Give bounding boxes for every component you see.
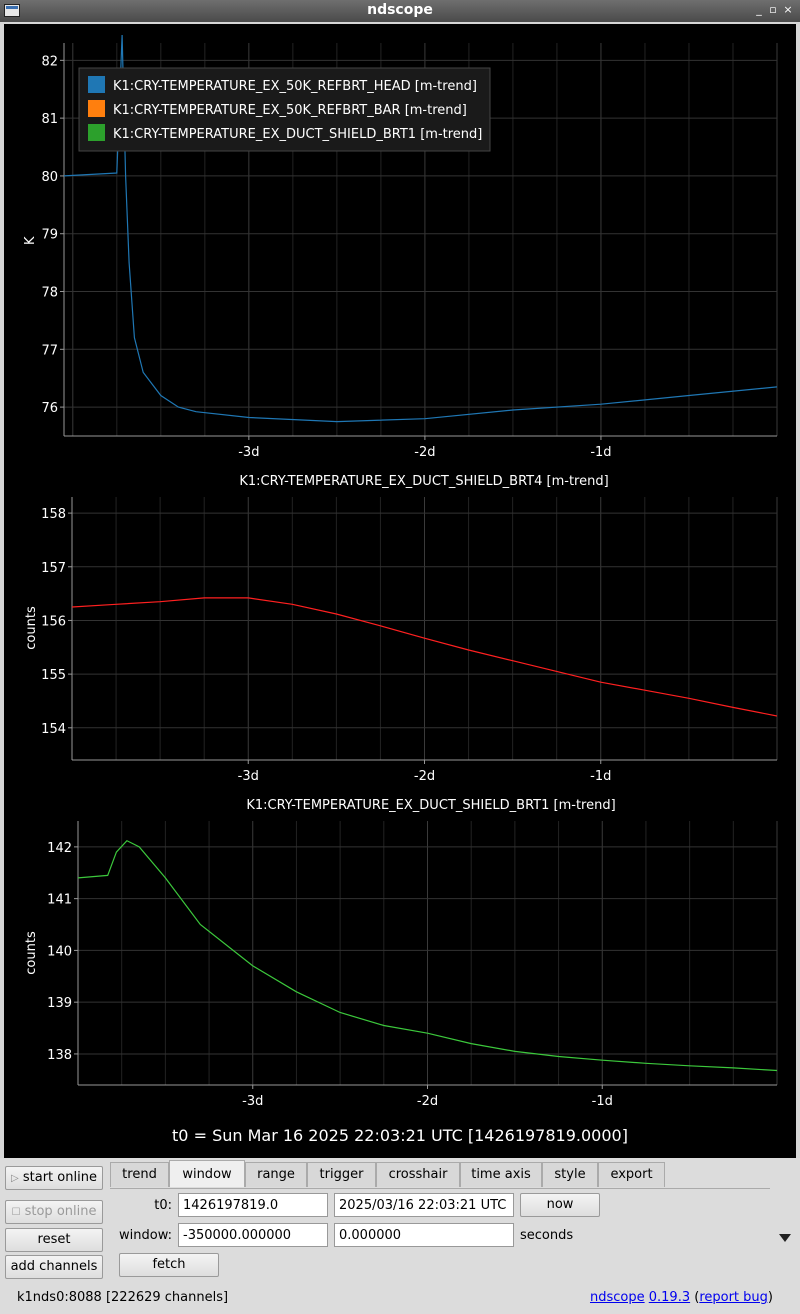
plot1-xtick-label: -3d [238,445,259,460]
plot-brt1[interactable]: K1:CRY-TEMPERATURE_EX_DUCT_SHIELD_BRT1 [… [24,798,778,1109]
legend-item-head[interactable]: K1:CRY-TEMPERATURE_EX_50K_REFBRT_HEAD [m… [113,79,477,94]
plot2-title: K1:CRY-TEMPERATURE_EX_DUCT_SHIELD_BRT4 [… [239,474,608,489]
legend-item-brt1[interactable]: K1:CRY-TEMPERATURE_EX_DUCT_SHIELD_BRT1 [… [113,127,482,142]
plot1-ytick-label: 81 [41,112,58,127]
legend-swatch-brt1[interactable] [88,124,105,141]
add-channels-button[interactable]: add channels [5,1255,103,1279]
start-online-label: start online [22,1170,97,1185]
tab-range[interactable]: range [245,1162,307,1187]
plot-brt4[interactable]: K1:CRY-TEMPERATURE_EX_DUCT_SHIELD_BRT4 [… [24,474,778,784]
plot1-xtick-label: -2d [414,445,435,460]
stop-online-label: stop online [24,1204,97,1219]
plot1-ytick-label: 77 [41,343,58,358]
legend-swatch-head[interactable] [88,76,105,93]
window-menu-icon[interactable] [4,4,20,17]
plot1-ytick-label: 78 [41,286,58,301]
plot1-xtick-label: -1d [590,445,611,460]
tab-style[interactable]: style [542,1162,598,1187]
close-icon[interactable]: × [783,3,793,16]
stop-icon: ☐ [11,1207,21,1218]
plot3-ytick-label: 138 [47,1048,72,1063]
plot2-ytick-label: 158 [41,507,66,522]
plot2-xtick-label: -1d [590,769,611,784]
plot3-series-line[interactable] [78,839,777,1072]
stop-online-button[interactable]: ☐ stop online [5,1200,103,1224]
plot2-ylabel: counts [24,606,39,650]
legend-box [78,67,491,152]
plot3-ytick-label: 142 [47,841,72,856]
plot1-ytick-label: 76 [41,401,58,416]
plot3-ylabel: counts [24,931,39,975]
plot3-ytick-label: 140 [47,944,72,959]
t0-field-label: t0: [154,1198,172,1213]
plot2-series-line[interactable] [72,597,777,717]
t0-utc-input[interactable] [334,1193,514,1217]
plot2-ytick-label: 155 [41,668,66,683]
ndscope-link[interactable]: ndscope [589,1290,645,1305]
status-bar: k1nds0:8088 [222629 channels] [17,1290,228,1305]
window-field-label: window: [119,1228,172,1243]
reset-button[interactable]: reset [5,1228,103,1252]
plot1-ytick-label: 80 [41,170,58,185]
window-end-input[interactable] [334,1223,514,1247]
legend-swatch-bar[interactable] [88,100,105,117]
minimize-icon[interactable]: _ [756,3,762,16]
start-online-button[interactable]: ▷ start online [5,1166,103,1190]
plot2-ytick-label: 157 [41,561,66,576]
plot1-legend[interactable]: K1:CRY-TEMPERATURE_EX_50K_REFBRT_HEAD [m… [78,67,491,152]
plot3-title: K1:CRY-TEMPERATURE_EX_DUCT_SHIELD_BRT1 [… [246,798,615,813]
legend-item-bar[interactable]: K1:CRY-TEMPERATURE_EX_50K_REFBRT_BAR [m-… [113,103,467,118]
tab-export[interactable]: export [598,1162,665,1187]
server-address: k1nds0:8088 [17,1290,102,1305]
tab-divider [110,1188,770,1189]
report-bug-link[interactable]: report bug [699,1290,768,1305]
tab-time-axis[interactable]: time axis [460,1162,542,1187]
plot1-ytick-label: 82 [41,54,58,69]
plot3-xtick-label: -1d [592,1094,613,1109]
tab-trigger[interactable]: trigger [307,1162,376,1187]
plot2-ytick-label: 156 [41,614,66,629]
plot1-ytick-label: 79 [41,228,58,243]
plot2-ytick-label: 154 [41,722,66,737]
window-titlebar: ndscope _ ▫ × [0,0,800,22]
channel-count: [222629 channels] [105,1290,229,1305]
tab-trend[interactable]: trend [110,1162,169,1187]
window-title: ndscope [367,2,433,18]
plot3-xtick-label: -2d [417,1094,438,1109]
plot3-ytick-label: 139 [47,996,72,1011]
window-start-input[interactable] [178,1223,328,1247]
plot3-xtick-label: -3d [242,1094,263,1109]
tab-crosshair[interactable]: crosshair [376,1162,460,1187]
expand-arrow-icon[interactable] [779,1234,791,1242]
maximize-icon[interactable]: ▫ [769,3,777,16]
plot2-xtick-label: -3d [238,769,259,784]
t0-gps-input[interactable] [178,1193,328,1217]
tab-window[interactable]: window [169,1160,245,1187]
control-panel: ▷ start online ☐ stop online reset add c… [0,1158,800,1314]
play-icon: ▷ [11,1173,19,1184]
fetch-button[interactable]: fetch [119,1253,219,1277]
plot3-ytick-label: 141 [47,893,72,908]
about-links: ndscope 0.19.3 (report bug) [589,1290,773,1305]
now-button[interactable]: now [520,1193,600,1217]
version-link[interactable]: 0.19.3 [648,1290,691,1305]
plot-temperature-k[interactable]: K 82 81 80 79 78 77 76 -3d -2d -1d K1:CRY-TEMPERA… [23,35,778,460]
plot2-xtick-label: -2d [414,769,435,784]
plot-area[interactable]: K 82 81 80 79 78 77 76 -3d -2d -1d K1:CRY-TEMPERA… [4,24,796,1158]
plot1-ylabel: K [23,236,38,245]
plots-canvas[interactable]: K 82 81 80 79 78 77 76 -3d -2d -1d K1:CRY-TEMPERA… [4,24,796,1158]
t0-label: t0 = Sun Mar 16 2025 22:03:21 UTC [14261… [172,1126,628,1145]
seconds-label: seconds [520,1228,574,1243]
